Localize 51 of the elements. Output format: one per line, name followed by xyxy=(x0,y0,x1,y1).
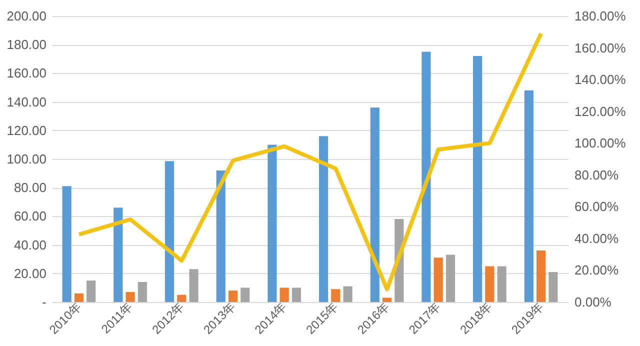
y-tick-label: - xyxy=(42,294,46,310)
bar xyxy=(473,56,482,302)
y-tick-label: 120.00 xyxy=(6,122,46,138)
y2-tick-label: 120.00% xyxy=(574,104,626,119)
bar xyxy=(216,170,226,302)
bar xyxy=(138,282,147,302)
bar xyxy=(422,52,431,302)
bar xyxy=(524,90,534,302)
bar xyxy=(343,286,352,302)
bar xyxy=(189,269,198,302)
bar xyxy=(434,258,443,302)
y2-tick-label: 20.00% xyxy=(574,262,620,278)
y2-tick-label: 80.00% xyxy=(574,167,620,182)
bar xyxy=(74,293,84,302)
y2-tick-label: 0.00% xyxy=(574,294,612,310)
bar xyxy=(86,280,96,302)
bar xyxy=(536,250,546,302)
y-tick-label: 160.00 xyxy=(6,66,46,81)
y2-tick-label: 140.00% xyxy=(574,72,626,88)
y2-tick-label: 100.00% xyxy=(574,136,626,151)
bar xyxy=(446,254,456,302)
bar xyxy=(497,266,506,302)
y-tick-label: 20.00 xyxy=(14,266,46,281)
bar xyxy=(331,289,340,302)
bar xyxy=(370,108,380,302)
bar xyxy=(292,288,302,302)
y-tick-label: 180.00 xyxy=(6,37,46,52)
bar xyxy=(382,298,392,302)
y-tick-label: 100.00 xyxy=(6,152,46,166)
bar xyxy=(240,288,250,302)
y-tick-label: 40.00 xyxy=(14,237,46,252)
y-tick-label: 200.00 xyxy=(6,8,46,24)
bar xyxy=(280,288,289,302)
bar xyxy=(485,266,494,302)
y-tick-label: 80.00 xyxy=(14,180,46,196)
y2-tick-label: 40.00% xyxy=(574,230,620,246)
bar xyxy=(164,161,174,302)
line-series xyxy=(76,31,544,292)
y2-tick-label: 160.00% xyxy=(574,40,626,56)
y-tick-label: 140.00 xyxy=(6,94,46,110)
bar xyxy=(62,186,72,302)
bar xyxy=(548,272,558,302)
y2-tick-label: 180.00% xyxy=(574,8,626,24)
bar xyxy=(114,208,123,302)
bar xyxy=(126,292,135,302)
y2-tick-label: 60.00% xyxy=(574,199,620,214)
bar xyxy=(268,144,277,302)
bar xyxy=(228,290,238,302)
y-tick-label: 60.00 xyxy=(14,208,46,224)
bar xyxy=(177,294,186,302)
bar xyxy=(318,136,328,302)
